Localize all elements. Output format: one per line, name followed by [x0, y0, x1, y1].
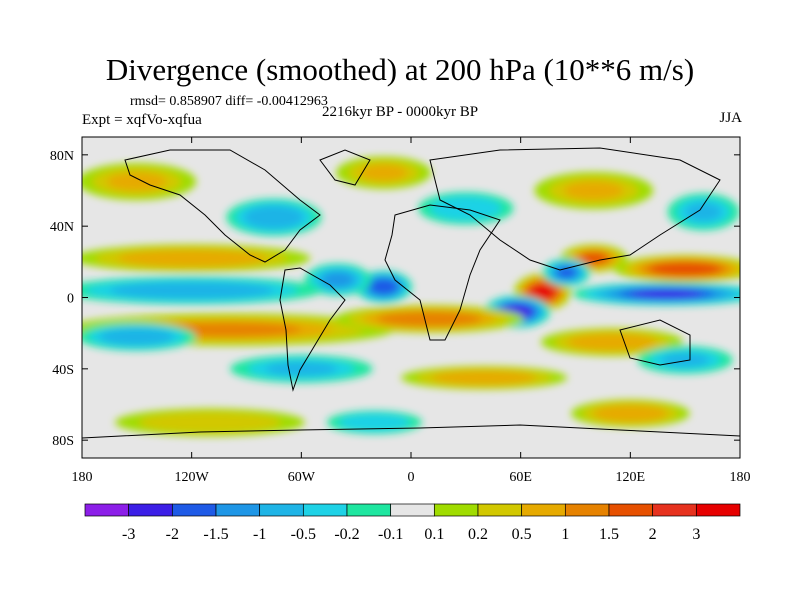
field-contour	[107, 172, 167, 191]
field-contour	[391, 313, 468, 325]
colorbar-box	[695, 503, 741, 517]
x-tick-label: 60E	[509, 470, 532, 485]
field-layer	[82, 137, 740, 458]
coastline	[279, 267, 346, 392]
colorbar-label: 3	[692, 526, 700, 543]
coastline	[619, 319, 691, 366]
colorbar-box	[433, 503, 479, 517]
colorbar-label: -1.5	[203, 526, 228, 543]
plot-title: Divergence (smoothed) at 200 hPa (10**6 …	[105, 52, 695, 87]
colorbar-box	[564, 503, 610, 517]
x-tick-label: 0	[408, 470, 415, 485]
y-tick-label: 0	[67, 292, 74, 307]
colorbar-box	[259, 503, 304, 517]
colorbar-label: -1	[253, 526, 266, 543]
period-label: 2216kyr BP - 0000kyr BP	[322, 104, 479, 120]
colorbar-box	[390, 503, 435, 517]
x-tick-label: 180	[730, 470, 751, 485]
x-tick-label: 120W	[175, 470, 210, 485]
field-contour	[110, 330, 163, 343]
coastline	[124, 149, 321, 263]
stats-label: rmsd= 0.858907 diff= -0.00412963	[130, 94, 328, 109]
coastline	[384, 204, 501, 341]
field-contour	[139, 252, 244, 265]
field-contour	[447, 372, 521, 383]
y-tick-label: 80S	[52, 434, 74, 449]
colorbar-label: -0.2	[334, 526, 359, 543]
field-contour	[532, 285, 553, 299]
season-label: JJA	[719, 110, 742, 126]
field-contour	[661, 352, 709, 367]
field-contour	[372, 280, 395, 293]
colorbar-label: 0.1	[424, 526, 444, 543]
x-tick-label: 180	[72, 470, 93, 485]
field-contour	[631, 289, 703, 299]
colorbar-box	[608, 503, 654, 517]
colorbar-label: 0.5	[512, 526, 532, 543]
y-tick-label: 40N	[50, 220, 74, 235]
colorbar-label: -0.1	[378, 526, 403, 543]
x-tick-label: 120E	[616, 470, 646, 485]
field-contour	[580, 335, 644, 349]
colorbar-box	[215, 503, 261, 517]
colorbar-box	[346, 503, 392, 517]
field-contour	[580, 252, 608, 264]
field-contour	[323, 272, 353, 287]
field-contour	[134, 284, 249, 297]
y-tick-label: 40S	[52, 363, 74, 378]
colorbar-box	[302, 503, 348, 517]
field-contour	[604, 407, 657, 420]
colorbar-box	[171, 503, 217, 517]
coastline	[319, 149, 371, 186]
coastline	[429, 147, 721, 271]
field-contour	[265, 361, 337, 376]
y-tick-label: 80N	[50, 149, 74, 164]
field-contour	[350, 416, 399, 429]
blob-group	[82, 156, 740, 437]
colorbar-label: 2	[649, 526, 657, 543]
experiment-label: Expt = xqfVo-xqfua	[82, 112, 202, 128]
colorbar-label: 1.5	[599, 526, 619, 543]
colorbar-label: -3	[122, 526, 135, 543]
field-contour	[685, 202, 722, 222]
colorbar-box	[128, 503, 173, 517]
field-contour	[359, 164, 408, 181]
colorbar-label: 0.2	[468, 526, 488, 543]
colorbar-box	[652, 503, 697, 517]
colorbar-box	[521, 503, 566, 517]
coastline	[82, 424, 740, 439]
x-tick-label: 60W	[288, 470, 316, 485]
colorbar-box	[84, 503, 130, 517]
colorbar-label: -0.5	[291, 526, 316, 543]
field-contour	[253, 209, 295, 226]
field-contour	[564, 181, 624, 200]
colorbar-box	[477, 503, 523, 517]
field-contour	[162, 415, 258, 430]
field-contour	[658, 263, 712, 275]
colorbar-label: -2	[166, 526, 179, 543]
colorbar-label: 1	[561, 526, 569, 543]
